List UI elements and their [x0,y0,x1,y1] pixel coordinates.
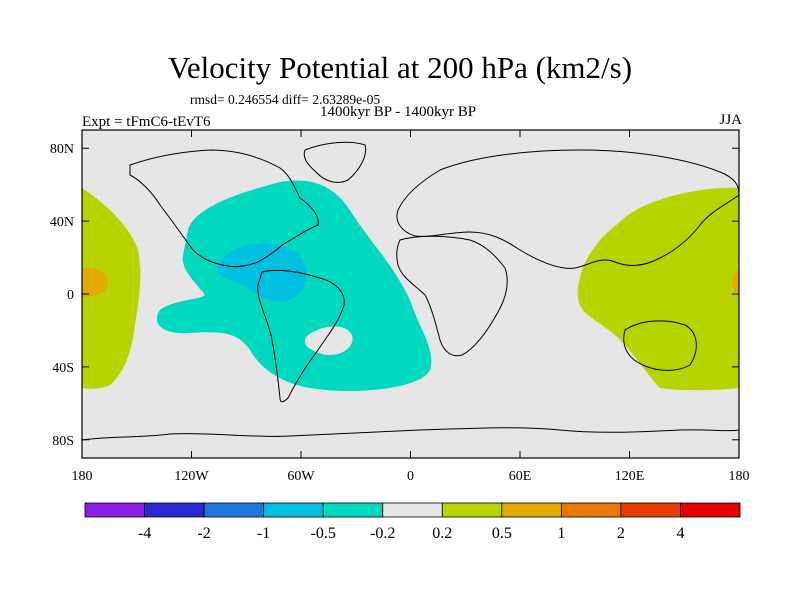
lon-tick-label: 120W [174,469,209,484]
colorbar-swatch [263,502,324,518]
stats-line: rmsd= 0.246554 diff= 2.63289e-05 [190,92,381,107]
latitude-axis: 80N 40N 0 40S 80S [50,142,739,449]
lat-tick-label: 80N [50,142,74,157]
positive-far-east-core [732,268,739,293]
colorbar-label: 1 [557,525,565,542]
longitude-axis: 180 120W 60W 0 60E 120E 180 [72,130,750,484]
colorbar-swatch [144,502,205,518]
colorbar-swatch [441,502,503,518]
colorbar-swatch [620,502,681,518]
lat-tick-label: 80S [52,434,74,449]
colorbar-swatch [322,502,384,518]
colorbar-label: 0.5 [492,525,512,542]
colorbar-label: -2 [197,525,210,542]
colorbar-swatch [560,502,622,518]
colorbar-label: 0.2 [432,525,452,542]
lon-tick-label: 120E [615,469,645,484]
colorbar-label: 4 [676,525,684,542]
colorbar: -4 -2 -1 -0.5 -0.2 0.2 0.5 1 2 4 [84,502,741,542]
australia-coast [623,320,697,371]
lon-tick-label: 60E [509,469,532,484]
lat-tick-label: 0 [67,288,74,303]
south-america-coast [257,269,345,403]
lon-tick-label: 0 [407,469,414,484]
lat-tick-label: 40S [52,361,74,376]
colorbar-swatch [84,502,145,518]
europe-asia-coast [396,149,739,269]
colorbar-label: -1 [257,525,270,542]
coastlines [82,141,739,441]
lat-tick-label: 40N [50,215,74,230]
antarctica-coast [82,427,739,441]
positive-central-pacific [577,187,739,391]
season-label: JJA [719,112,742,128]
lon-tick-label: 60W [287,469,315,484]
colorbar-label: 2 [617,525,625,542]
positive-west-pacific [82,188,141,389]
plot-title: Velocity Potential at 200 hPa (km2/s) [167,50,633,85]
positive-central-pacific-core [82,267,108,297]
colorbar-label: -0.5 [311,525,336,542]
colorbar-swatch [382,502,443,518]
experiment-label: Expt = tFmC6-tEvT6 [82,114,211,130]
colorbar-swatch [501,502,562,518]
colorbar-label: -0.2 [370,525,395,542]
period-label: 1400kyr BP - 1400kyr BP [320,104,477,120]
greenland-coast [303,141,367,183]
africa-coast [396,235,508,357]
colorbar-swatch [680,502,741,518]
lon-tick-label: 180 [729,469,750,484]
field-layer [82,180,739,391]
colorbar-label: -4 [138,525,151,542]
lon-tick-label: 180 [72,469,93,484]
north-america-coast [129,149,319,268]
colorbar-swatch [203,502,265,518]
